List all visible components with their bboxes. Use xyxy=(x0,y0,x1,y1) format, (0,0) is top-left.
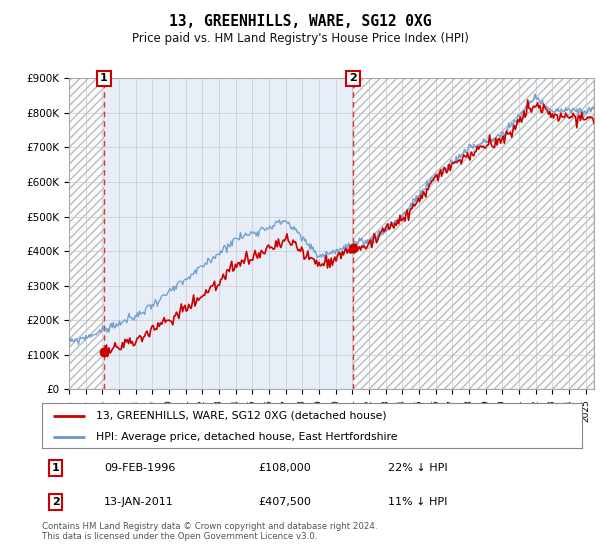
Text: £407,500: £407,500 xyxy=(258,497,311,507)
Text: 13, GREENHILLS, WARE, SG12 0XG (detached house): 13, GREENHILLS, WARE, SG12 0XG (detached… xyxy=(96,410,386,421)
Text: 22% ↓ HPI: 22% ↓ HPI xyxy=(388,463,447,473)
Text: HPI: Average price, detached house, East Hertfordshire: HPI: Average price, detached house, East… xyxy=(96,432,398,442)
Text: 2: 2 xyxy=(52,497,59,507)
Text: 2: 2 xyxy=(349,73,357,83)
Text: 13, GREENHILLS, WARE, SG12 0XG: 13, GREENHILLS, WARE, SG12 0XG xyxy=(169,14,431,29)
Bar xyxy=(69,78,104,389)
Text: 13-JAN-2011: 13-JAN-2011 xyxy=(104,497,174,507)
Text: £108,000: £108,000 xyxy=(258,463,311,473)
Text: 1: 1 xyxy=(100,73,108,83)
Text: 11% ↓ HPI: 11% ↓ HPI xyxy=(388,497,447,507)
Text: 1: 1 xyxy=(52,463,59,473)
Text: 09-FEB-1996: 09-FEB-1996 xyxy=(104,463,175,473)
Bar xyxy=(353,78,594,389)
Text: Price paid vs. HM Land Registry's House Price Index (HPI): Price paid vs. HM Land Registry's House … xyxy=(131,32,469,45)
Text: Contains HM Land Registry data © Crown copyright and database right 2024.
This d: Contains HM Land Registry data © Crown c… xyxy=(42,522,377,542)
